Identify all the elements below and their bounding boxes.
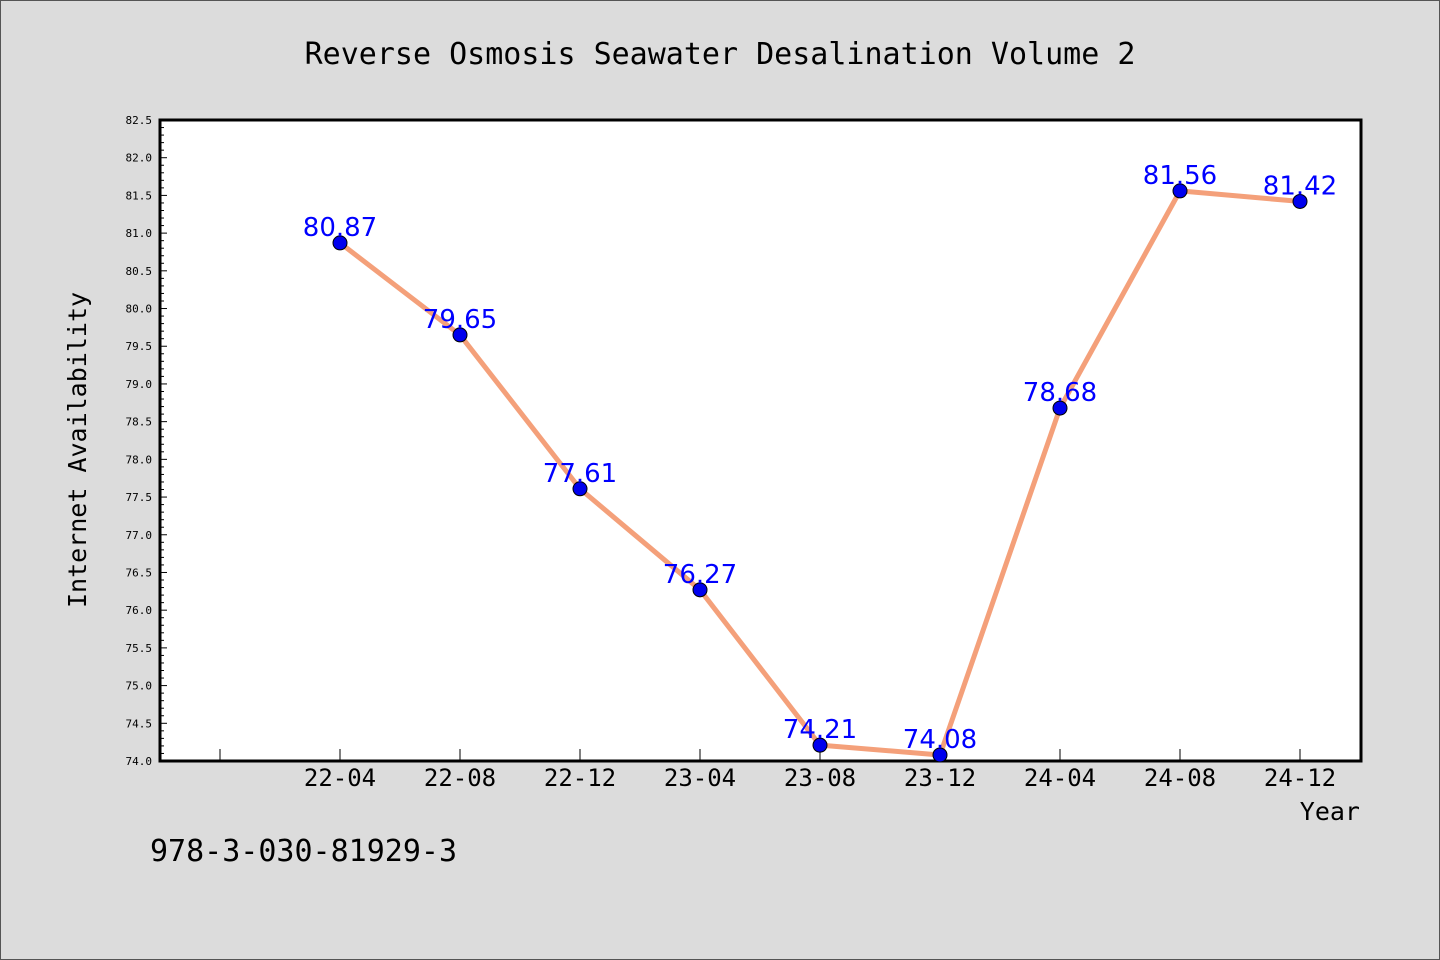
y-tick-label: 77.0 [126, 529, 153, 542]
data-point [932, 747, 948, 763]
x-tick-label: 22-08 [424, 764, 496, 792]
y-tick-label: 75.0 [126, 680, 153, 693]
series-line: 80.87 79.65 77.61 76.27 74.21 74.08 78.68 81.56… [303, 161, 1337, 763]
y-axis: 74.0 74.5 75.0 75.5 76.0 76.5 77.0 77.5 78.0 78.5… [126, 114, 167, 768]
isbn-caption: 978-3-030-81929-3 [150, 834, 458, 869]
y-tick-label: 74.5 [126, 717, 153, 730]
y-tick-label: 81.5 [126, 189, 153, 202]
y-tick-label: 80.0 [126, 303, 153, 316]
data-label: 79.65 [423, 305, 497, 335]
data-label: 81.42 [1263, 171, 1337, 201]
data-label: 76.27 [663, 560, 737, 590]
y-tick-label: 78.0 [126, 453, 153, 466]
data-point [1052, 400, 1068, 416]
chart-title: Reverse Osmosis Seawater Desalination Vo… [305, 37, 1136, 72]
x-tick-label: 24-04 [1024, 764, 1096, 792]
y-tick-label: 79.0 [126, 378, 153, 391]
data-label: 74.21 [783, 715, 857, 745]
data-label: 78.68 [1023, 378, 1097, 408]
data-point [1172, 183, 1188, 199]
data-label: 74.08 [903, 725, 977, 755]
data-label: 80.87 [303, 213, 377, 243]
y-tick-label: 75.5 [126, 642, 153, 655]
data-point [692, 582, 708, 598]
x-axis: 22-04 22-08 22-12 23-04 23-08 23-12 24-04 24-08… [219, 749, 1336, 792]
y-tick-label: 82.5 [126, 114, 153, 127]
data-point [572, 481, 588, 497]
y-tick-label: 77.5 [126, 491, 153, 504]
data-label: 77.61 [543, 459, 617, 489]
x-tick-label: 23-04 [664, 764, 736, 792]
x-tick-label: 24-12 [1264, 764, 1336, 792]
x-axis-label: Year [1300, 797, 1360, 826]
data-point [452, 327, 468, 343]
x-tick-label: 22-04 [304, 764, 376, 792]
data-point [1292, 193, 1308, 209]
y-tick-label: 82.0 [126, 152, 153, 165]
y-axis-label: Internet Availability [63, 292, 92, 608]
data-point [332, 235, 348, 251]
x-tick-label: 22-12 [544, 764, 616, 792]
y-tick-label: 78.5 [126, 416, 153, 429]
y-tick-label: 74.0 [126, 755, 153, 768]
y-tick-label: 79.5 [126, 340, 153, 353]
y-tick-label: 80.5 [126, 265, 153, 278]
data-point [812, 737, 828, 753]
y-tick-label: 76.5 [126, 566, 153, 579]
x-tick-label: 24-08 [1144, 764, 1216, 792]
x-tick-label: 23-08 [784, 764, 856, 792]
x-tick-label: 23-12 [904, 764, 976, 792]
y-tick-label: 81.0 [126, 227, 153, 240]
data-label: 81.56 [1143, 161, 1217, 191]
y-tick-label: 76.0 [126, 604, 153, 617]
